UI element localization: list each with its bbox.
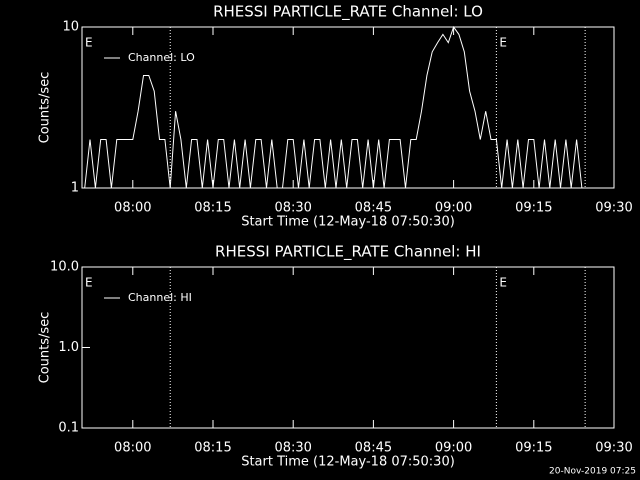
x-tick-label: 08:00 xyxy=(114,441,151,456)
chart-title: RHESSI PARTICLE_RATE Channel: HI xyxy=(215,243,481,262)
y-tick-label: 10 xyxy=(62,20,79,35)
x-axis-label: Start Time (12-May-18 07:50:30) xyxy=(241,455,455,470)
y-tick-label: 1 xyxy=(71,181,79,196)
annotation: E xyxy=(499,276,507,290)
x-tick-label: 09:30 xyxy=(595,441,632,456)
y-tick-label: 1.0 xyxy=(58,340,79,355)
x-tick-label: 08:30 xyxy=(274,441,311,456)
x-tick-label: 08:00 xyxy=(114,201,151,216)
annotation: E xyxy=(85,36,93,50)
x-tick-label: 08:30 xyxy=(274,201,311,216)
annotation: E xyxy=(85,276,93,290)
x-tick-label: 09:15 xyxy=(515,201,552,216)
x-tick-label: 09:30 xyxy=(595,201,632,216)
legend-label: Channel: LO xyxy=(128,51,195,64)
data-line xyxy=(84,25,583,189)
x-tick-label: 09:00 xyxy=(435,441,472,456)
legend-label: Channel: HI xyxy=(128,291,192,304)
plot-frame xyxy=(81,26,615,189)
chart-title: RHESSI PARTICLE_RATE Channel: LO xyxy=(213,3,483,22)
x-tick-label: 08:45 xyxy=(355,441,392,456)
x-tick-label: 09:15 xyxy=(515,441,552,456)
y-tick-label: 10.0 xyxy=(50,260,79,275)
x-tick-label: 08:45 xyxy=(355,201,392,216)
x-tick-label: 09:00 xyxy=(435,201,472,216)
y-axis-label: Counts/sec xyxy=(38,312,53,384)
x-tick-label: 08:15 xyxy=(194,201,231,216)
footer: 20-Nov-2019 07:25 xyxy=(549,467,636,477)
x-axis-label: Start Time (12-May-18 07:50:30) xyxy=(241,215,455,230)
annotation: E xyxy=(499,36,507,50)
y-axis-label: Counts/sec xyxy=(38,72,53,144)
x-tick-label: 08:15 xyxy=(194,441,231,456)
y-tick-label: 0.1 xyxy=(58,421,79,436)
